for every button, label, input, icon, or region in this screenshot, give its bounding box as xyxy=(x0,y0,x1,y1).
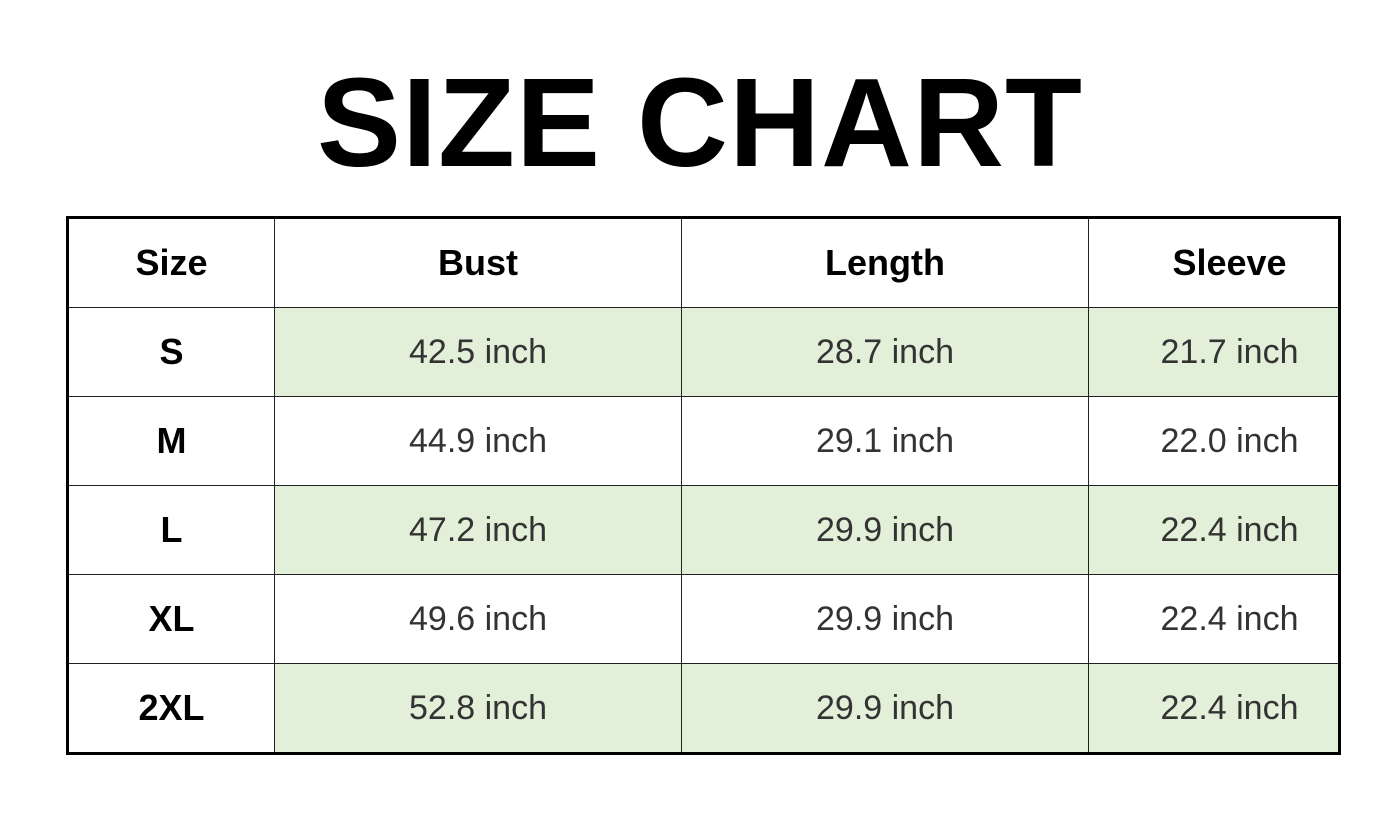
cell-sleeve: 22.0 inch xyxy=(1088,396,1340,486)
page-title: SIZE CHART xyxy=(317,52,1083,193)
table-row: S 42.5 inch 28.7 inch 21.7 inch xyxy=(67,307,1340,397)
cell-bust: 44.9 inch xyxy=(274,396,682,486)
cell-bust: 47.2 inch xyxy=(274,485,682,575)
cell-bust: 42.5 inch xyxy=(274,307,682,397)
cell-sleeve: 22.4 inch xyxy=(1088,485,1340,575)
cell-length: 29.1 inch xyxy=(681,396,1089,486)
size-table: Size Bust Length Sleeve S 42.5 inch 28.7 i… xyxy=(66,216,1341,755)
cell-bust: 52.8 inch xyxy=(274,663,682,754)
header-length: Length xyxy=(681,217,1089,308)
cell-sleeve: 22.4 inch xyxy=(1088,574,1340,664)
header-sleeve: Sleeve xyxy=(1088,217,1340,308)
cell-size: S xyxy=(67,307,275,397)
cell-length: 29.9 inch xyxy=(681,663,1089,754)
cell-size: M xyxy=(67,396,275,486)
cell-size: 2XL xyxy=(67,663,275,754)
table-row: M 44.9 inch 29.1 inch 22.0 inch xyxy=(67,396,1340,486)
table-row: 2XL 52.8 inch 29.9 inch 22.4 inch xyxy=(67,663,1340,754)
header-size: Size xyxy=(67,217,275,308)
cell-sleeve: 21.7 inch xyxy=(1088,307,1340,397)
header-row: Size Bust Length Sleeve xyxy=(67,217,1340,308)
cell-bust: 49.6 inch xyxy=(274,574,682,664)
table-row: L 47.2 inch 29.9 inch 22.4 inch xyxy=(67,485,1340,575)
cell-sleeve: 22.4 inch xyxy=(1088,663,1340,754)
cell-length: 29.9 inch xyxy=(681,574,1089,664)
cell-size: XL xyxy=(67,574,275,664)
cell-size: L xyxy=(67,485,275,575)
table-row: XL 49.6 inch 29.9 inch 22.4 inch xyxy=(67,574,1340,664)
cell-length: 28.7 inch xyxy=(681,307,1089,397)
cell-length: 29.9 inch xyxy=(681,485,1089,575)
header-bust: Bust xyxy=(274,217,682,308)
